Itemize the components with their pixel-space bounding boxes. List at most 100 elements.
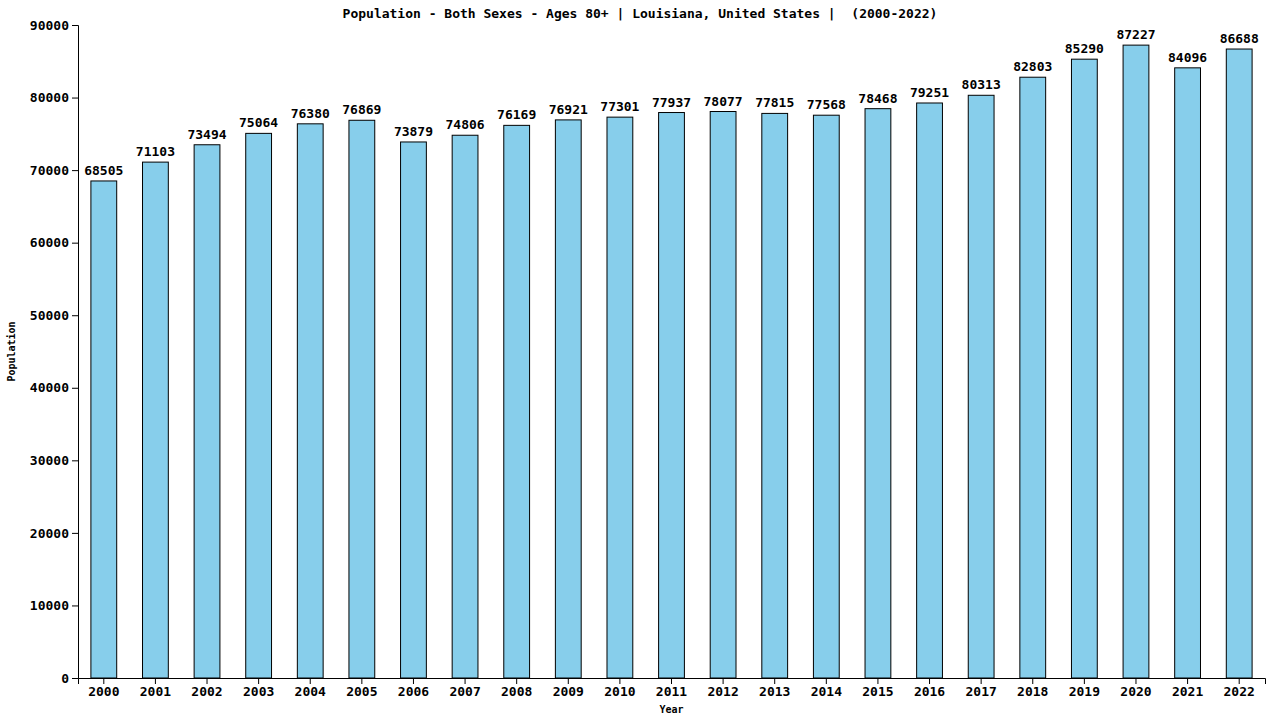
x-tick-label: 2010 (604, 684, 635, 699)
x-tick: 2017 (965, 678, 996, 699)
data-label: 87227 (1116, 27, 1155, 42)
bar (659, 113, 685, 678)
x-axis: 2000200120022003200420052006200720082009… (79, 678, 1266, 699)
y-axis: 0100002000030000400005000060000700008000… (30, 18, 79, 686)
y-tick-label: 90000 (30, 18, 69, 33)
x-tick: 2002 (191, 678, 222, 699)
y-tick-label: 50000 (30, 308, 69, 323)
bar (917, 103, 943, 678)
bar (813, 115, 839, 678)
bar (607, 117, 633, 678)
y-tick: 10000 (30, 598, 78, 613)
bar (504, 125, 530, 678)
x-tick-mark (826, 678, 827, 684)
data-label: 77937 (652, 95, 691, 110)
data-label: 78468 (858, 91, 897, 106)
x-tick-mark (1187, 678, 1188, 684)
data-label: 76869 (342, 102, 381, 117)
x-tick-label: 2012 (707, 684, 738, 699)
x-tick-label: 2008 (501, 684, 532, 699)
y-tick-label: 20000 (30, 526, 69, 541)
x-axis-line (79, 679, 1266, 685)
x-tick-mark (981, 678, 982, 684)
x-tick-mark (465, 678, 466, 684)
x-tick: 2013 (759, 678, 790, 699)
x-tick-mark (619, 678, 620, 684)
x-tick-label: 2000 (88, 684, 119, 699)
data-label: 71103 (136, 144, 175, 159)
x-tick: 2018 (1017, 678, 1048, 699)
bar (968, 95, 994, 678)
y-tick: 60000 (30, 235, 78, 250)
y-tick-label: 60000 (30, 235, 69, 250)
y-axis-title: Population (6, 321, 17, 381)
bar (555, 120, 581, 678)
bar (452, 135, 478, 678)
x-tick-label: 2003 (243, 684, 274, 699)
x-tick-mark (413, 678, 414, 684)
y-tick-mark (72, 98, 78, 99)
data-label: 82803 (1013, 59, 1052, 74)
x-tick-mark (103, 678, 104, 684)
y-tick-mark (72, 388, 78, 389)
data-label: 84096 (1168, 50, 1207, 65)
x-tick-mark (568, 678, 569, 684)
y-tick-mark (72, 533, 78, 534)
x-tick: 2019 (1069, 678, 1100, 699)
x-tick-label: 2016 (914, 684, 945, 699)
x-tick-label: 2005 (346, 684, 377, 699)
x-tick-mark (1032, 678, 1033, 684)
y-axis-line (72, 26, 79, 679)
data-label: 76380 (291, 106, 330, 121)
bar (349, 120, 375, 678)
title: Population - Both Sexes - Ages 80+ | Lou… (343, 6, 938, 21)
x-tick: 2015 (862, 678, 893, 699)
bar (1175, 68, 1201, 678)
bars (91, 45, 1252, 678)
y-tick-mark (72, 25, 78, 26)
x-tick-mark (774, 678, 775, 684)
x-tick: 2006 (398, 678, 429, 699)
x-tick: 2010 (604, 678, 635, 699)
data-label: 73879 (394, 124, 433, 139)
x-tick-label: 2004 (295, 684, 326, 699)
x-tick-mark (155, 678, 156, 684)
data-label: 77568 (807, 97, 846, 112)
bar (401, 142, 427, 678)
x-tick-label: 2019 (1069, 684, 1100, 699)
x-tick-mark (310, 678, 311, 684)
data-label: 76169 (497, 107, 536, 122)
bar (194, 145, 220, 678)
data-label: 74806 (445, 117, 484, 132)
bar (91, 181, 117, 678)
y-tick-label: 10000 (30, 598, 69, 613)
x-tick-mark (516, 678, 517, 684)
data-label: 68505 (84, 163, 123, 178)
data-label: 73494 (187, 127, 226, 142)
x-tick-mark (723, 678, 724, 684)
x-tick-mark (929, 678, 930, 684)
x-tick-mark (1084, 678, 1085, 684)
data-label: 80313 (962, 77, 1001, 92)
x-tick: 2014 (811, 678, 842, 699)
y-tick: 70000 (30, 163, 78, 178)
y-tick-mark (72, 460, 78, 461)
y-tick-label: 30000 (30, 453, 69, 468)
data-label: 76921 (549, 102, 588, 117)
x-tick: 2022 (1224, 678, 1255, 699)
y-tick-label: 80000 (30, 90, 69, 105)
x-axis-title: Year (659, 704, 683, 715)
bar (865, 109, 891, 678)
data-labels: 6850571103734947506476380768697387974806… (84, 27, 1259, 178)
x-tick: 2004 (295, 678, 326, 699)
y-tick-mark (72, 605, 78, 606)
data-label: 79251 (910, 85, 949, 100)
bar (1071, 59, 1097, 678)
y-tick: 30000 (30, 453, 78, 468)
data-label: 77301 (600, 99, 639, 114)
y-tick: 40000 (30, 380, 78, 395)
x-tick: 2016 (914, 678, 945, 699)
x-tick: 2008 (501, 678, 532, 699)
x-tick-label: 2011 (656, 684, 687, 699)
bar (246, 133, 272, 678)
